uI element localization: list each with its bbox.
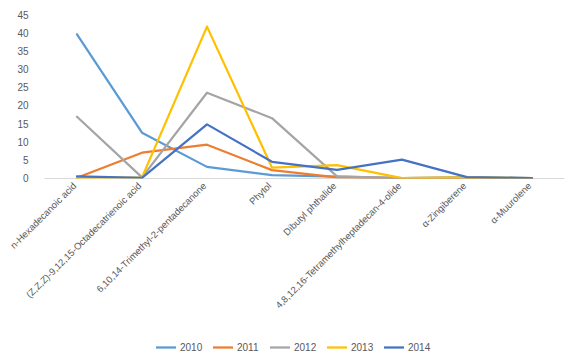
x-tick-label: Phytol: [247, 180, 273, 206]
legend-label: 2012: [294, 342, 317, 353]
x-tick-label: α-Muurolene: [488, 180, 534, 226]
y-tick-label: 45: [17, 10, 29, 21]
series-line: [77, 34, 532, 178]
y-tick-label: 20: [17, 100, 29, 111]
x-tick-label: 6,10,14-Trimethyl-2-pentadecanone: [94, 180, 208, 294]
chart-svg: 0 5 10 15 20 25 30 35 40 45 n-Hexadecanoic acid(Z,…: [0, 0, 577, 363]
y-tick-label: 25: [17, 82, 29, 93]
x-tick-label: 4,8,12,16-Tetramethylheptadecan-4-olide: [273, 180, 403, 310]
y-tick-label: 30: [17, 64, 29, 75]
y-tick-label: 0: [23, 173, 29, 184]
x-tick-label: n-Hexadecanoic acid: [8, 180, 79, 251]
legend-swatch: [384, 346, 404, 348]
legend-label: 2014: [408, 342, 431, 353]
legend: 2010 2011 2012 2013 2014: [156, 342, 431, 353]
y-tick-label: 15: [17, 119, 29, 130]
plot-area: [77, 27, 532, 179]
x-tick-label: (Z,Z,Z)-9,12,15-Octadecatrienoic acid: [24, 180, 144, 300]
legend-swatch: [156, 346, 176, 348]
legend-label: 2011: [237, 342, 259, 353]
series-line: [77, 124, 532, 178]
y-tick-label: 5: [23, 155, 29, 166]
series-line: [77, 27, 532, 179]
x-axis: n-Hexadecanoic acid(Z,Z,Z)-9,12,15-Octad…: [8, 180, 534, 310]
series-line: [77, 93, 532, 178]
legend-swatch: [270, 346, 290, 348]
y-tick-label: 40: [17, 28, 29, 39]
legend-swatch: [327, 346, 347, 348]
legend-label: 2013: [351, 342, 374, 353]
y-axis: 0 5 10 15 20 25 30 35 40 45: [17, 10, 29, 185]
x-tick-label: α-Zingiberene: [419, 180, 468, 229]
y-tick-label: 10: [17, 137, 29, 148]
legend-swatch: [213, 346, 233, 348]
x-tick-label: Dibutyl phthalide: [281, 180, 338, 237]
y-tick-label: 35: [17, 46, 29, 57]
legend-label: 2010: [180, 342, 203, 353]
chart-container: 0 5 10 15 20 25 30 35 40 45 n-Hexadecanoic acid(Z,…: [0, 0, 577, 363]
